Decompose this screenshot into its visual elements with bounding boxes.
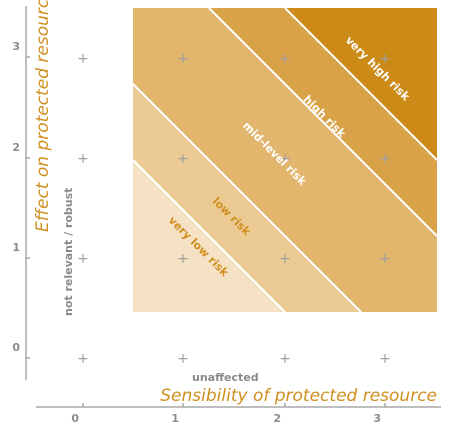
x-tick-label-0: 0 bbox=[71, 412, 79, 425]
grid-marker: + bbox=[177, 251, 189, 267]
y-tick-label-2: 2 bbox=[12, 141, 20, 154]
y-axis-title: Effect on protected resource bbox=[33, 0, 53, 232]
grid-marker: + bbox=[279, 351, 291, 367]
axes bbox=[25, 6, 441, 408]
x-tick-labels: 0 1 2 3 bbox=[71, 412, 381, 425]
x-tick-label-1: 1 bbox=[171, 412, 179, 425]
grid-marker: + bbox=[379, 351, 391, 367]
x-tick-label-2: 2 bbox=[273, 412, 281, 425]
grid-marker: + bbox=[279, 251, 291, 267]
grid-marker: + bbox=[379, 51, 391, 67]
grid-marker: + bbox=[279, 51, 291, 67]
y-axis-low-note: not relevant / robust bbox=[62, 188, 75, 316]
grid-markers: + + + + + + + + + + + + + + + + bbox=[77, 51, 391, 367]
grid-marker: + bbox=[177, 51, 189, 67]
grid-marker: + bbox=[77, 351, 89, 367]
grid-marker: + bbox=[379, 151, 391, 167]
separator-3 bbox=[208, 7, 438, 237]
separator-1 bbox=[132, 159, 286, 313]
grid-marker: + bbox=[77, 151, 89, 167]
grid-marker: + bbox=[77, 51, 89, 67]
x-tick-label-3: 3 bbox=[373, 412, 381, 425]
grid-marker: + bbox=[77, 251, 89, 267]
y-tick-label-0: 0 bbox=[12, 341, 20, 354]
x-axis-title: Sensibility of protected resource bbox=[160, 386, 437, 406]
band-mid-level-risk bbox=[133, 8, 437, 312]
y-tick-label-3: 3 bbox=[12, 40, 20, 53]
separator-4 bbox=[284, 7, 438, 161]
grid-marker: + bbox=[279, 151, 291, 167]
band-separators bbox=[132, 7, 438, 313]
grid-marker: + bbox=[177, 151, 189, 167]
y-tick-label-1: 1 bbox=[12, 241, 20, 254]
grid-marker: + bbox=[379, 251, 391, 267]
separator-2 bbox=[132, 83, 362, 313]
y-tick-labels: 3 2 1 0 bbox=[12, 40, 20, 354]
grid-marker: + bbox=[177, 351, 189, 367]
x-axis-low-note: unaffected bbox=[192, 371, 259, 384]
